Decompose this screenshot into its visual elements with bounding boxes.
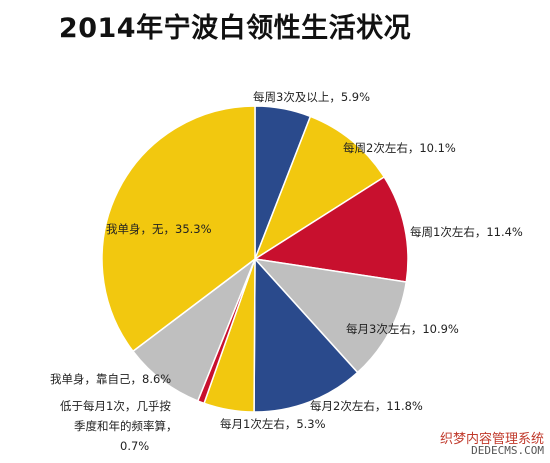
slice-label: 我单身，靠自己，8.6% (50, 372, 171, 386)
pie-slice (101, 105, 256, 353)
pie-slice (131, 256, 257, 402)
pie-slice (253, 115, 386, 261)
pie-slice (253, 257, 359, 413)
pie-slice (252, 175, 409, 283)
pie-slice (253, 257, 408, 374)
slice-label: 我单身，无，35.3% (106, 222, 212, 236)
slice-label: 每周1次左右，11.4% (410, 225, 523, 239)
watermark-text: 织梦内容管理系统 (439, 432, 544, 447)
slice-label: 每月3次左右，10.9% (346, 322, 459, 336)
slice-label: 低于每月1次，几乎按季度和年的频率算， 0.7% (60, 399, 178, 453)
watermark-domain: DEDECMS.COM (471, 444, 544, 457)
chart-title: 2014年宁波白领性生活状况 (58, 13, 412, 44)
slice-label: 每月2次左右，11.8% (310, 399, 423, 413)
slice-label: 每周3次及以上，5.9% (253, 90, 370, 104)
slice-label: 每周2次左右，10.1% (343, 141, 456, 155)
slice-label: 每月1次左右，5.3% (220, 417, 326, 431)
